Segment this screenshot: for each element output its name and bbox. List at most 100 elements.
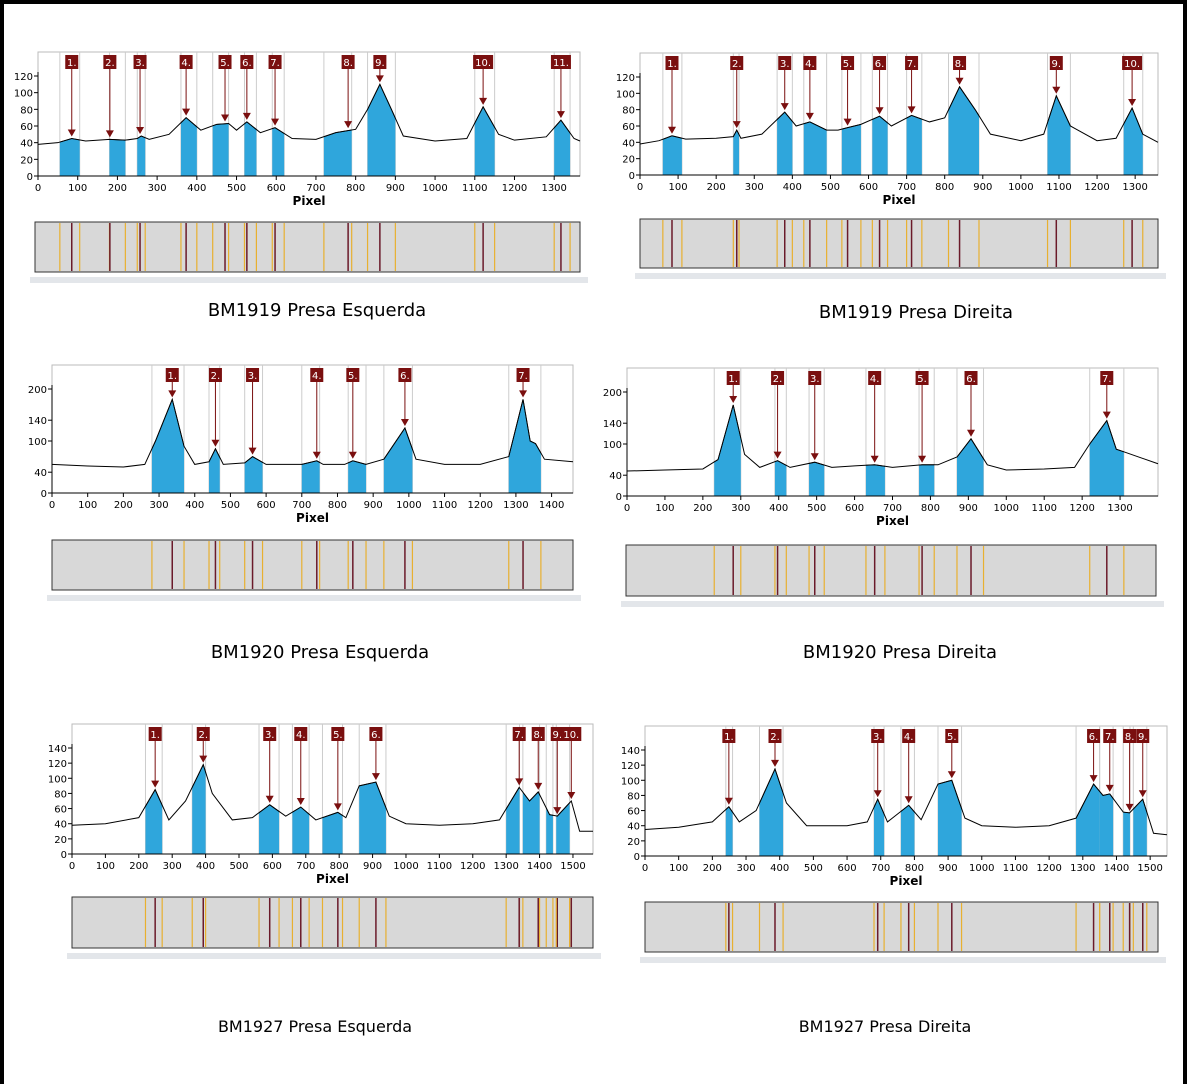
peak-label: 3. [810,374,820,385]
peak-label: 1. [167,371,177,382]
panel-caption: BM1919 Presa Direita [819,302,1013,323]
y-tick-label: 60 [627,807,640,818]
x-tick-label: 0 [35,183,41,194]
peak-label: 6. [1089,732,1099,743]
x-tick-label: 900 [363,861,382,872]
peak-label: 8. [533,730,543,741]
y-tick-label: 20 [20,155,33,166]
x-tick-label: 300 [163,861,182,872]
y-tick-label: 200 [28,385,47,396]
x-tick-label: 1300 [541,183,566,194]
x-tick-label: 500 [821,182,840,193]
x-tick-label: 1000 [396,500,421,511]
x-axis-label: Pixel [293,194,326,208]
peak-label: 2. [732,59,742,70]
peak-label: 8. [1125,732,1135,743]
y-tick-label: 100 [603,440,622,451]
peak-label: 5. [947,732,957,743]
peak-label: 6. [400,371,410,382]
y-tick-label: 0 [41,489,47,500]
panel-caption: BM1927 Presa Esquerda [218,1017,412,1036]
y-tick-label: 80 [627,791,640,802]
peak-label: 4. [904,732,914,743]
y-tick-label: 60 [20,122,33,133]
y-tick-label: 140 [621,746,640,757]
peak-label: 2. [211,371,221,382]
gel-strip [52,540,573,590]
peak-label: 6. [242,58,252,69]
gel-strip [640,219,1158,268]
y-tick-label: 40 [34,468,47,479]
peak-label: 7. [514,730,524,741]
x-tick-label: 100 [669,863,688,874]
x-tick-label: 600 [257,500,276,511]
x-tick-label: 0 [69,861,75,872]
y-tick-label: 60 [622,122,635,133]
peak-label: 7. [518,371,528,382]
x-tick-label: 400 [770,863,789,874]
peak-label: 10. [1124,59,1140,70]
x-tick-label: 800 [905,863,924,874]
x-tick-label: 1200 [502,183,527,194]
y-tick-label: 80 [622,106,635,117]
peak-label: 2. [198,730,208,741]
gel-strip [35,222,580,272]
y-tick-label: 40 [54,820,67,831]
x-tick-label: 1000 [969,863,994,874]
x-tick-label: 1300 [1122,182,1147,193]
peak-label: 4. [181,58,191,69]
peak-label: 2. [770,732,780,743]
x-tick-label: 1400 [527,861,552,872]
y-tick-label: 120 [48,759,67,770]
peak-label: 2. [773,374,783,385]
peak-label: 3. [265,730,275,741]
peak-label: 4. [805,59,815,70]
x-tick-label: 1300 [503,500,528,511]
x-tick-label: 500 [229,861,248,872]
x-tick-label: 1500 [560,861,585,872]
y-tick-label: 0 [616,492,622,503]
x-axis-label: Pixel [876,514,909,528]
x-tick-label: 200 [129,861,148,872]
y-tick-label: 100 [48,774,67,785]
figure: 1.2.3.4.5.6.7.8.9.10.11.0204060801001200… [0,0,1187,1084]
x-tick-label: 1400 [539,500,564,511]
x-tick-label: 1000 [393,861,418,872]
y-tick-label: 20 [622,155,635,166]
y-tick-label: 40 [627,822,640,833]
x-tick-label: 1200 [467,500,492,511]
y-tick-label: 40 [609,471,622,482]
peak-label: 9. [1138,732,1148,743]
y-tick-label: 20 [54,835,67,846]
peak-label: 10. [563,730,579,741]
x-tick-label: 1000 [422,183,447,194]
x-tick-label: 900 [959,503,978,514]
peak-label: 5. [220,58,230,69]
x-tick-label: 300 [731,503,750,514]
x-tick-label: 400 [187,183,206,194]
x-tick-label: 600 [845,503,864,514]
x-tick-label: 200 [108,183,127,194]
x-tick-label: 700 [296,861,315,872]
panel-caption: BM1927 Presa Direita [799,1017,972,1036]
x-tick-label: 800 [935,182,954,193]
x-tick-label: 300 [148,183,167,194]
x-tick-label: 0 [624,503,630,514]
x-tick-label: 1200 [460,861,485,872]
peak-label: 3. [248,371,258,382]
peak-label: 6. [966,374,976,385]
peak-label: 9. [375,58,385,69]
peak-label: 9. [1052,59,1062,70]
x-tick-label: 600 [859,182,878,193]
y-tick-label: 100 [621,776,640,787]
x-tick-label: 300 [150,500,169,511]
y-tick-label: 100 [28,437,47,448]
peak-label: 2. [105,58,115,69]
x-tick-label: 1200 [1036,863,1061,874]
x-tick-label: 800 [346,183,365,194]
peak-label: 3. [135,58,145,69]
peak-label: 9. [552,730,562,741]
y-tick-label: 80 [54,789,67,800]
x-tick-label: 300 [745,182,764,193]
peak-label: 1. [150,730,160,741]
